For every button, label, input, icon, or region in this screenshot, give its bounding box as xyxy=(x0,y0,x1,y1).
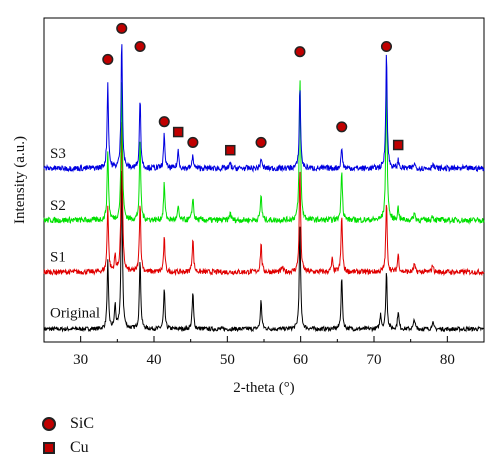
series-line-original xyxy=(43,170,485,333)
legend-label-sic: SiC xyxy=(70,415,95,432)
x-tick-label: 60 xyxy=(293,352,308,368)
legend-item-sic: SiC xyxy=(42,414,94,434)
series-label-original: Original xyxy=(50,305,100,321)
square-marker-icon xyxy=(43,442,55,454)
circle-marker-icon xyxy=(42,417,56,431)
sic-marker xyxy=(116,22,128,34)
x-tick-label: 70 xyxy=(367,352,382,368)
plot-frame xyxy=(43,17,485,343)
series-line-s1 xyxy=(43,122,485,277)
series-layer xyxy=(43,44,485,333)
series-label-s1: S1 xyxy=(50,250,66,266)
x-tick-label: 40 xyxy=(147,352,162,368)
sic-marker xyxy=(380,40,393,53)
sic-marker xyxy=(134,40,146,53)
sic-marker xyxy=(102,53,114,66)
legend-label-cu: Cu xyxy=(70,439,89,456)
series-line-s3 xyxy=(43,44,485,173)
sic-marker xyxy=(336,121,348,133)
sic-marker xyxy=(158,116,170,128)
marker-layer xyxy=(102,22,404,156)
cu-marker xyxy=(225,144,236,156)
x-axis-ticks: 30 40 50 60 70 80 xyxy=(43,336,485,368)
series-labels: Original S1 S2 S3 xyxy=(50,146,100,321)
series-label-s3: S3 xyxy=(50,146,66,162)
sic-marker xyxy=(187,136,199,148)
cu-marker xyxy=(392,139,404,151)
x-tick-label: 50 xyxy=(220,352,235,368)
sic-marker xyxy=(294,46,306,58)
series-label-s2: S2 xyxy=(50,198,66,214)
x-tick-label: 30 xyxy=(73,352,88,368)
y-axis-label: Intensity (a.u.) xyxy=(12,136,28,224)
cu-marker xyxy=(172,126,184,138)
series-line-s2 xyxy=(43,79,485,225)
x-axis-label: 2-theta (°) xyxy=(233,380,294,396)
legend-item-cu: Cu xyxy=(42,438,89,458)
sic-marker xyxy=(255,136,267,148)
x-tick-label: 80 xyxy=(440,352,455,368)
